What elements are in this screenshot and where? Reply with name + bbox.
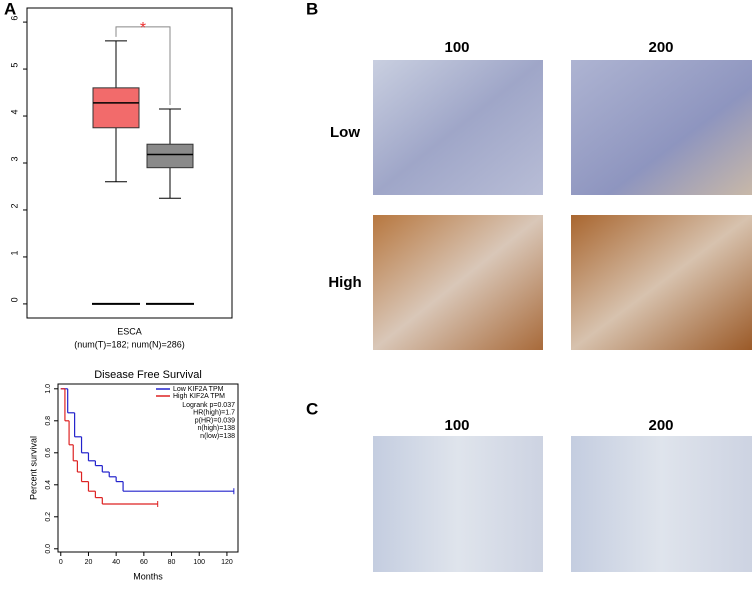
y-tick-label: 6	[9, 16, 19, 21]
column-label: 200	[648, 39, 673, 56]
annotation: Logrank p=0.037	[182, 402, 235, 409]
y-tick-label: 1.0	[45, 384, 52, 394]
x-tick-label: 60	[140, 559, 148, 566]
x-axis-label: Months	[133, 571, 163, 581]
y-tick-label: 0.6	[45, 448, 52, 458]
box	[146, 143, 194, 169]
box	[92, 87, 140, 129]
column-label: 200	[648, 417, 673, 434]
x-axis-sublabel: (num(T)=182; num(N)=286)	[74, 339, 185, 349]
y-tick-label: 2	[9, 203, 19, 208]
significance-mark: *	[140, 20, 146, 37]
y-tick-label: 5	[9, 63, 19, 68]
panel-label: C	[306, 399, 318, 418]
panel-label: B	[306, 0, 318, 18]
micrograph	[571, 215, 752, 350]
x-tick-label: 120	[221, 559, 233, 566]
legend-label: Low KIF2A TPM	[173, 386, 224, 393]
significance-bracket	[115, 26, 171, 105]
x-tick-label: 100	[193, 559, 205, 566]
panel-label: A	[4, 0, 16, 18]
x-tick-label: 20	[85, 559, 93, 566]
y-tick-label: 0.8	[45, 416, 52, 426]
row-label: Low	[330, 124, 360, 141]
column-label: 100	[444, 417, 469, 434]
y-tick-label: 3	[9, 156, 19, 161]
y-axis-label: Percent survival	[28, 436, 38, 500]
column-label: 100	[444, 39, 469, 56]
chart-title: Disease Free Survival	[94, 369, 202, 381]
plot-frame	[26, 7, 233, 319]
micrograph	[373, 215, 543, 350]
micrograph	[571, 60, 752, 195]
y-tick-label: 0	[9, 297, 19, 302]
annotation: n(high)=138	[197, 425, 235, 432]
legend-label: High KIF2A TPM	[173, 393, 225, 400]
y-tick-label: 4	[9, 110, 19, 115]
x-axis-label: ESCA	[117, 326, 142, 336]
y-tick-label: 0.4	[45, 480, 52, 490]
plot-frame	[57, 383, 239, 553]
x-tick-label: 0	[59, 559, 63, 566]
row-label: High	[328, 274, 361, 291]
x-tick-label: 40	[112, 559, 120, 566]
annotation: HR(high)=1.7	[193, 410, 235, 417]
micrograph	[373, 436, 543, 572]
annotation: n(low)=138	[200, 433, 235, 440]
y-tick-label: 0.0	[45, 544, 52, 554]
micrograph	[373, 60, 543, 195]
x-tick-label: 80	[168, 559, 176, 566]
micrograph	[571, 436, 752, 572]
annotation: p(HR)=0.039	[195, 417, 235, 424]
y-tick-label: 0.2	[45, 512, 52, 522]
y-tick-label: 1	[9, 250, 19, 255]
